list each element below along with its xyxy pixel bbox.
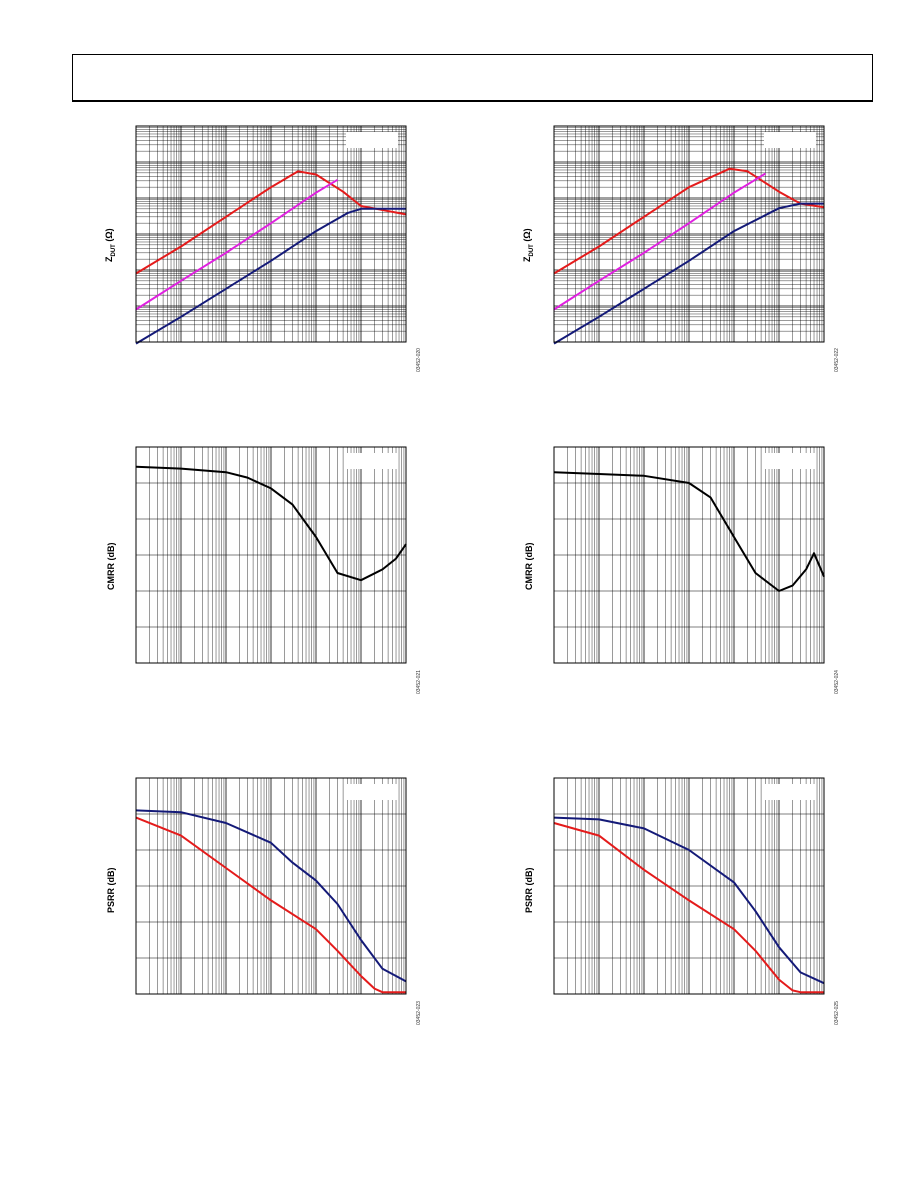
- page-header-box: [72, 54, 873, 102]
- series-line-0: [553, 471, 825, 592]
- cmrr-chart-right: [553, 446, 825, 664]
- zdut-plot-left: [135, 125, 407, 345]
- fig-id-2: 03452-021: [416, 670, 422, 694]
- cmrr-plot-left: [135, 446, 407, 664]
- series-line-1: [553, 172, 767, 311]
- zdut-plot-right: [553, 125, 825, 345]
- legend-box: [764, 132, 816, 148]
- grid-lines: [135, 126, 406, 343]
- plot-frame: [553, 777, 825, 995]
- plot-frame: [135, 777, 407, 995]
- psrr-chart-right: [553, 777, 825, 995]
- legend-box: [346, 453, 398, 469]
- psrr-ylabel-left: PSRR (dB): [106, 867, 116, 914]
- series-line-0: [553, 167, 825, 275]
- cmrr-ylabel-left: CMRR (dB): [106, 542, 116, 591]
- series-line-2: [135, 207, 406, 345]
- grid-lines: [553, 777, 824, 995]
- fig-id-4: 03452-023: [416, 1001, 422, 1025]
- series-line-0: [135, 465, 407, 582]
- psrr-chart-left: [135, 777, 407, 995]
- series-line-1: [135, 816, 406, 994]
- plot-frame: [135, 125, 407, 343]
- zdut-chart-right: [553, 125, 825, 345]
- zdut-ylabel-right: ZDUT (Ω): [522, 228, 535, 262]
- series-line-0: [553, 816, 825, 985]
- series-line-0: [135, 809, 407, 983]
- legend-box: [346, 132, 398, 148]
- fig-id-3: 03452-024: [834, 670, 840, 694]
- legend-box: [764, 453, 816, 469]
- fig-id-1: 03452-022: [834, 348, 840, 372]
- grid-lines: [553, 126, 824, 343]
- legend-box: [346, 784, 398, 800]
- plot-frame: [553, 125, 825, 343]
- series-line-1: [135, 178, 339, 311]
- fig-id-5: 03452-025: [834, 1001, 840, 1025]
- series-line-2: [553, 202, 824, 345]
- zdut-chart-left: [135, 125, 407, 345]
- cmrr-plot-right: [553, 446, 825, 664]
- cmrr-ylabel-right: CMRR (dB): [524, 542, 534, 591]
- grid-lines: [135, 446, 406, 664]
- series-line-0: [135, 170, 407, 275]
- series-line-1: [553, 822, 824, 994]
- plot-frame: [553, 446, 825, 664]
- grid-lines: [553, 446, 824, 664]
- psrr-plot-left: [135, 777, 407, 995]
- fig-id-0: 03452-020: [416, 348, 422, 372]
- plot-frame: [135, 446, 407, 664]
- zdut-ylabel-left: ZDUT (Ω): [104, 228, 117, 262]
- psrr-ylabel-right: PSRR (dB): [524, 867, 534, 914]
- cmrr-chart-left: [135, 446, 407, 664]
- grid-lines: [135, 777, 406, 995]
- psrr-plot-right: [553, 777, 825, 995]
- legend-box: [764, 784, 816, 800]
